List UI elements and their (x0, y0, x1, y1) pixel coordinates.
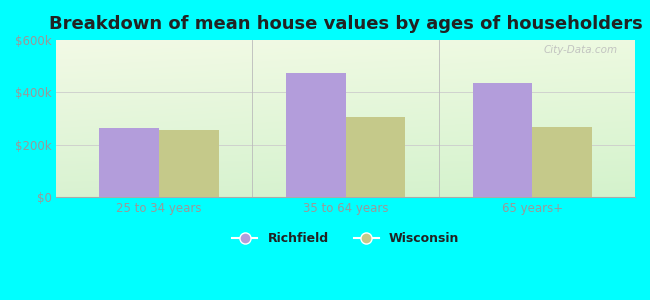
Bar (99, 128, 159, 197)
Bar (473, 83, 532, 197)
Title: Breakdown of mean house values by ages of householders: Breakdown of mean house values by ages o… (49, 15, 643, 33)
Bar (286, 73, 346, 197)
Legend: Richfield, Wisconsin: Richfield, Wisconsin (227, 227, 464, 250)
Text: City-Data.com: City-Data.com (543, 45, 618, 55)
Bar (346, 117, 406, 197)
Bar (159, 130, 219, 197)
Bar (532, 127, 592, 197)
